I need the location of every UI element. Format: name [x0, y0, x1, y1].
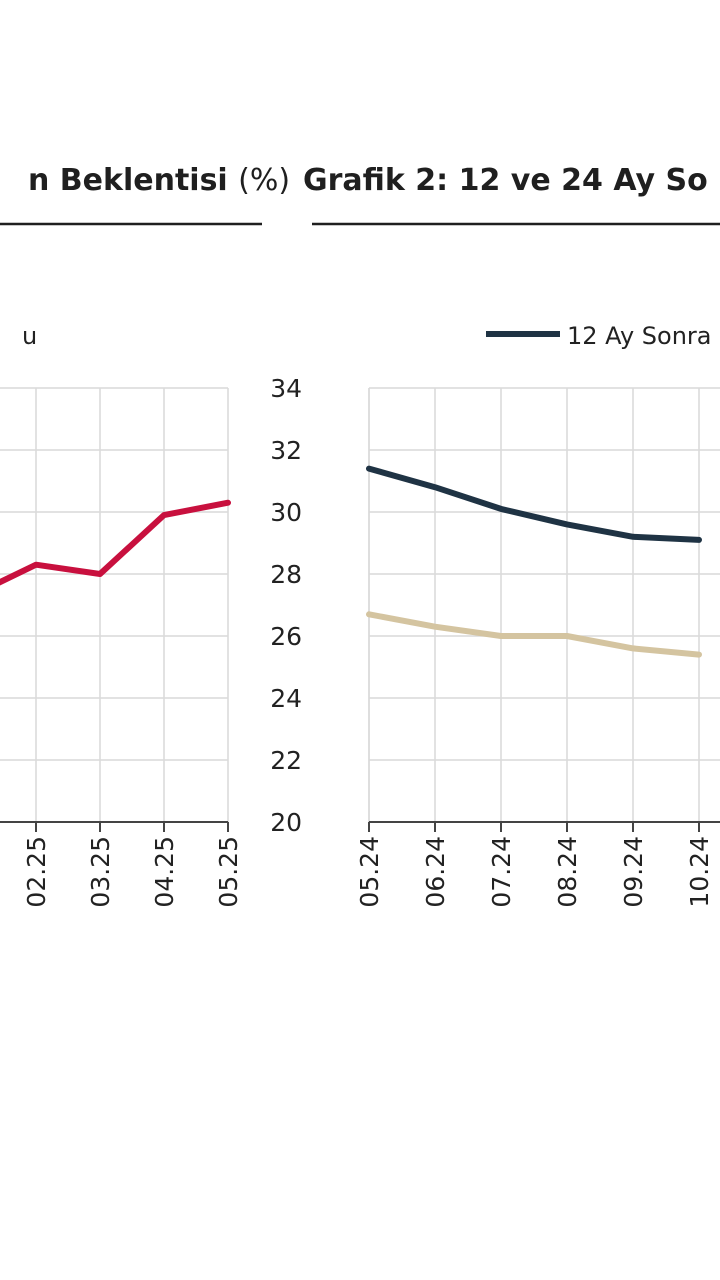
- chart2-x-tick-label: 06.24: [421, 836, 450, 908]
- axis-layer: [0, 821, 720, 832]
- chart2-x-tick-label: 09.24: [619, 836, 648, 908]
- chart1-x-tick-label: 02.25: [22, 836, 51, 908]
- chart2-title: Grafik 2: 12 ve 24 Ay So: [303, 163, 708, 198]
- chart2-x-tick-label: 05.24: [355, 836, 384, 908]
- chart2-x-tick-label: 08.24: [553, 836, 582, 908]
- chart2-x-tick-label: 10.24: [685, 836, 714, 908]
- chart1-title: n Beklentisi (%): [28, 163, 290, 198]
- y-tick-label: 32: [270, 436, 302, 465]
- chart1-x-tick-label: 05.25: [214, 836, 243, 908]
- chart2-legend-label: 12 Ay Sonra: [567, 322, 712, 350]
- y-tick-label: 22: [270, 746, 302, 775]
- series-layer: [0, 465, 702, 658]
- chart2-x-tick-label: 07.24: [487, 836, 516, 908]
- chart1-x-tick-label: 04.25: [150, 836, 179, 908]
- y-tick-label: 28: [270, 560, 302, 589]
- y-tick-label: 34: [270, 374, 302, 403]
- chart2-series-line-0: [366, 465, 702, 543]
- y-tick-label: 30: [270, 498, 302, 527]
- chart1-legend-label: u: [22, 322, 37, 350]
- chart2-series-line-1: [366, 611, 702, 658]
- y-tick-label: 20: [270, 808, 302, 837]
- grid-layer: [0, 387, 720, 822]
- tick-label-layer: 02.25 03.25 04.25 05.25 34 32 30 28 26 24 22 20 05.2…: [22, 374, 714, 908]
- chart1-x-tick-label: 03.25: [86, 836, 115, 908]
- chart1-series-line: [0, 499, 231, 586]
- y-tick-label: 26: [270, 622, 302, 651]
- y-tick-label: 24: [270, 684, 302, 713]
